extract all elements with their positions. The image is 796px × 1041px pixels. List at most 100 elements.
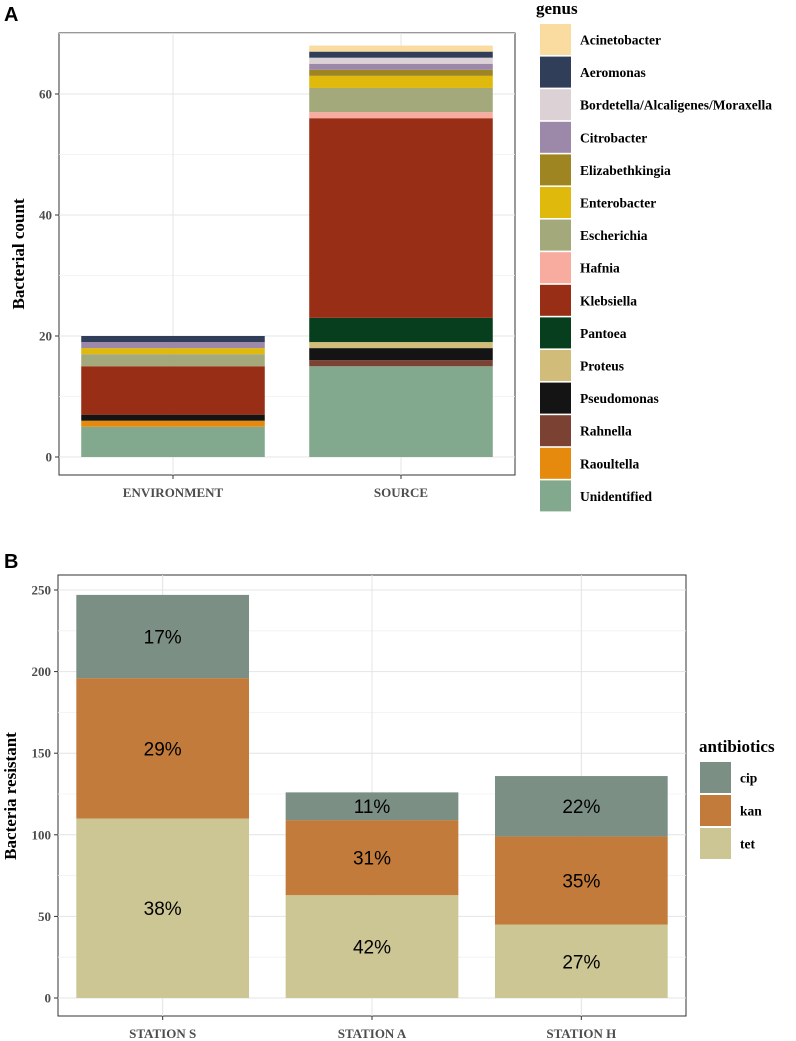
legend-label-elizabethkingia: Elizabethkingia — [580, 163, 671, 178]
x-tick-label-source: SOURCE — [374, 485, 428, 500]
legend-label-rahnella: Rahnella — [580, 424, 632, 439]
legend-key-citrobacter — [540, 121, 571, 153]
legend-key-elizabethkingia — [540, 154, 571, 186]
y-tick-label: 250 — [32, 583, 52, 598]
panel-a-chart: 0 20 40 60 ENVIRONMENT SOURCE Bacterial coun… — [9, 32, 516, 500]
legend-key-acinetobacter — [540, 24, 571, 55]
legend-key-cip — [700, 762, 731, 793]
bar-segment-station-a-kan — [285, 820, 459, 896]
bar-segment-source-acinetobacter — [309, 45, 493, 52]
legend-key-aeromonas — [540, 56, 571, 88]
y-tick-label: 50 — [38, 909, 51, 924]
bar-segment-environment-pseudomonas — [81, 414, 265, 421]
bar-segment-source-bordetella-alcaligenes-moraxella — [309, 57, 493, 64]
panel-a-legend: genus Acinetobacter Aeromonas Bordetella/A… — [536, 0, 772, 512]
x-tick-label-station-h: STATION H — [546, 1026, 616, 1041]
data-label-station-h-cip: 22% — [562, 797, 600, 818]
legend-label-tet: tet — [740, 837, 755, 852]
legend-key-klebsiella — [540, 284, 571, 316]
bar-segment-environment-aeromonas — [81, 336, 265, 343]
legend-key-kan — [700, 795, 731, 826]
panel-a-legend-title: genus — [536, 0, 578, 18]
bar-segment-station-h-kan — [494, 836, 668, 925]
bar-segment-source-elizabethkingia — [309, 69, 493, 76]
bar-segment-source-klebsiella — [309, 118, 493, 318]
bar-segment-environment-escherichia — [81, 354, 265, 367]
data-label-station-a-tet: 42% — [353, 938, 391, 959]
panel-b-letter: B — [4, 551, 18, 573]
legend-key-pantoea — [540, 317, 571, 349]
legend-key-escherichia — [540, 219, 571, 251]
bar-segment-source-enterobacter — [309, 75, 493, 88]
legend-key-proteus — [540, 350, 571, 381]
bar-segment-source-pseudomonas — [309, 348, 493, 361]
x-tick-label-environment: ENVIRONMENT — [123, 485, 224, 500]
legend-key-rahnella — [540, 415, 571, 447]
bar-segment-source-hafnia — [309, 112, 493, 119]
legend-key-tet — [700, 828, 731, 859]
panel-b-chart: 38% 29% 17% 42% 31% 11% 27% 35% 22% 0 50 100 150 200… — [1, 574, 687, 1041]
bar-segment-source-unidentified — [309, 366, 493, 457]
panel-b-x-ticks: STATION S STATION A STATION H — [129, 1016, 616, 1041]
bar-segment-station-s-cip — [76, 594, 250, 679]
y-tick-label: 60 — [39, 87, 52, 102]
data-label-station-s-tet: 38% — [144, 899, 182, 920]
data-label-station-a-cip: 11% — [354, 797, 391, 818]
bar-segment-source-proteus — [309, 342, 493, 349]
x-tick-label-station-a: STATION A — [338, 1026, 407, 1041]
legend-label-kan: kan — [740, 804, 762, 819]
y-tick-label: 100 — [32, 827, 52, 842]
bar-segment-environment-unidentified — [81, 426, 265, 457]
y-tick-label: 150 — [32, 746, 52, 761]
data-label-station-s-cip: 17% — [144, 628, 182, 649]
data-label-station-a-kan: 31% — [353, 849, 391, 870]
bar-segment-environment-citrobacter — [81, 342, 265, 349]
legend-key-unidentified — [540, 480, 571, 512]
panel-a-letter: A — [4, 4, 18, 26]
bar-segment-source-citrobacter — [309, 63, 493, 70]
y-tick-label: 20 — [39, 329, 52, 344]
legend-key-enterobacter — [540, 187, 571, 218]
legend-label-raoultella: Raoultella — [580, 456, 639, 471]
legend-label-aeromonas: Aeromonas — [580, 65, 646, 80]
bar-segment-station-a-tet — [285, 895, 459, 998]
legend-key-raoultella — [540, 447, 571, 479]
legend-key-hafnia — [540, 252, 571, 284]
legend-key-bordetella-alcaligenes-moraxella — [540, 89, 571, 121]
y-tick-label: 40 — [39, 208, 52, 223]
legend-label-pantoea: Pantoea — [580, 326, 627, 341]
y-tick-label: 200 — [32, 664, 52, 679]
y-tick-label: 0 — [45, 991, 52, 1006]
legend-label-cip: cip — [740, 771, 757, 786]
bar-segment-source-aeromonas — [309, 51, 493, 58]
legend-label-citrobacter: Citrobacter — [580, 130, 647, 145]
bar-segment-source-pantoea — [309, 317, 493, 343]
legend-label-unidentified: Unidentified — [580, 489, 653, 504]
panel-b-y-ticks: 0 50 100 150 200 250 — [32, 583, 58, 1006]
bar-segment-environment-raoultella — [81, 420, 265, 427]
data-label-station-h-kan: 35% — [562, 871, 600, 892]
legend-label-enterobacter: Enterobacter — [580, 196, 656, 211]
panel-a-bars — [81, 45, 493, 457]
legend-key-pseudomonas — [540, 382, 571, 414]
panel-a-y-ticks: 0 20 40 60 — [39, 87, 59, 465]
panel-b-bars: 38% 29% 17% 42% 31% 11% 27% 35% 22% — [76, 594, 668, 998]
legend-label-escherichia: Escherichia — [580, 228, 648, 243]
bar-segment-station-h-cip — [494, 776, 668, 837]
legend-label-proteus: Proteus — [580, 359, 624, 374]
bar-segment-source-escherichia — [309, 87, 493, 113]
panel-a-x-ticks: ENVIRONMENT SOURCE — [123, 475, 428, 500]
x-tick-label-station-s: STATION S — [129, 1026, 196, 1041]
data-label-station-h-tet: 27% — [562, 952, 600, 973]
bar-segment-environment-enterobacter — [81, 348, 265, 355]
panel-b-y-axis-title: Bacteria resistant — [1, 732, 20, 860]
bar-segment-station-h-tet — [494, 924, 668, 998]
legend-label-hafnia: Hafnia — [580, 261, 620, 276]
bar-segment-station-s-kan — [76, 678, 250, 819]
panel-a-y-axis-title: Bacterial count — [9, 198, 28, 309]
panel-b-legend: antibiotics cip kan tet — [699, 737, 775, 859]
legend-label-acinetobacter: Acinetobacter — [580, 33, 661, 48]
data-label-station-s-kan: 29% — [144, 739, 182, 760]
bar-segment-source-rahnella — [309, 360, 493, 367]
